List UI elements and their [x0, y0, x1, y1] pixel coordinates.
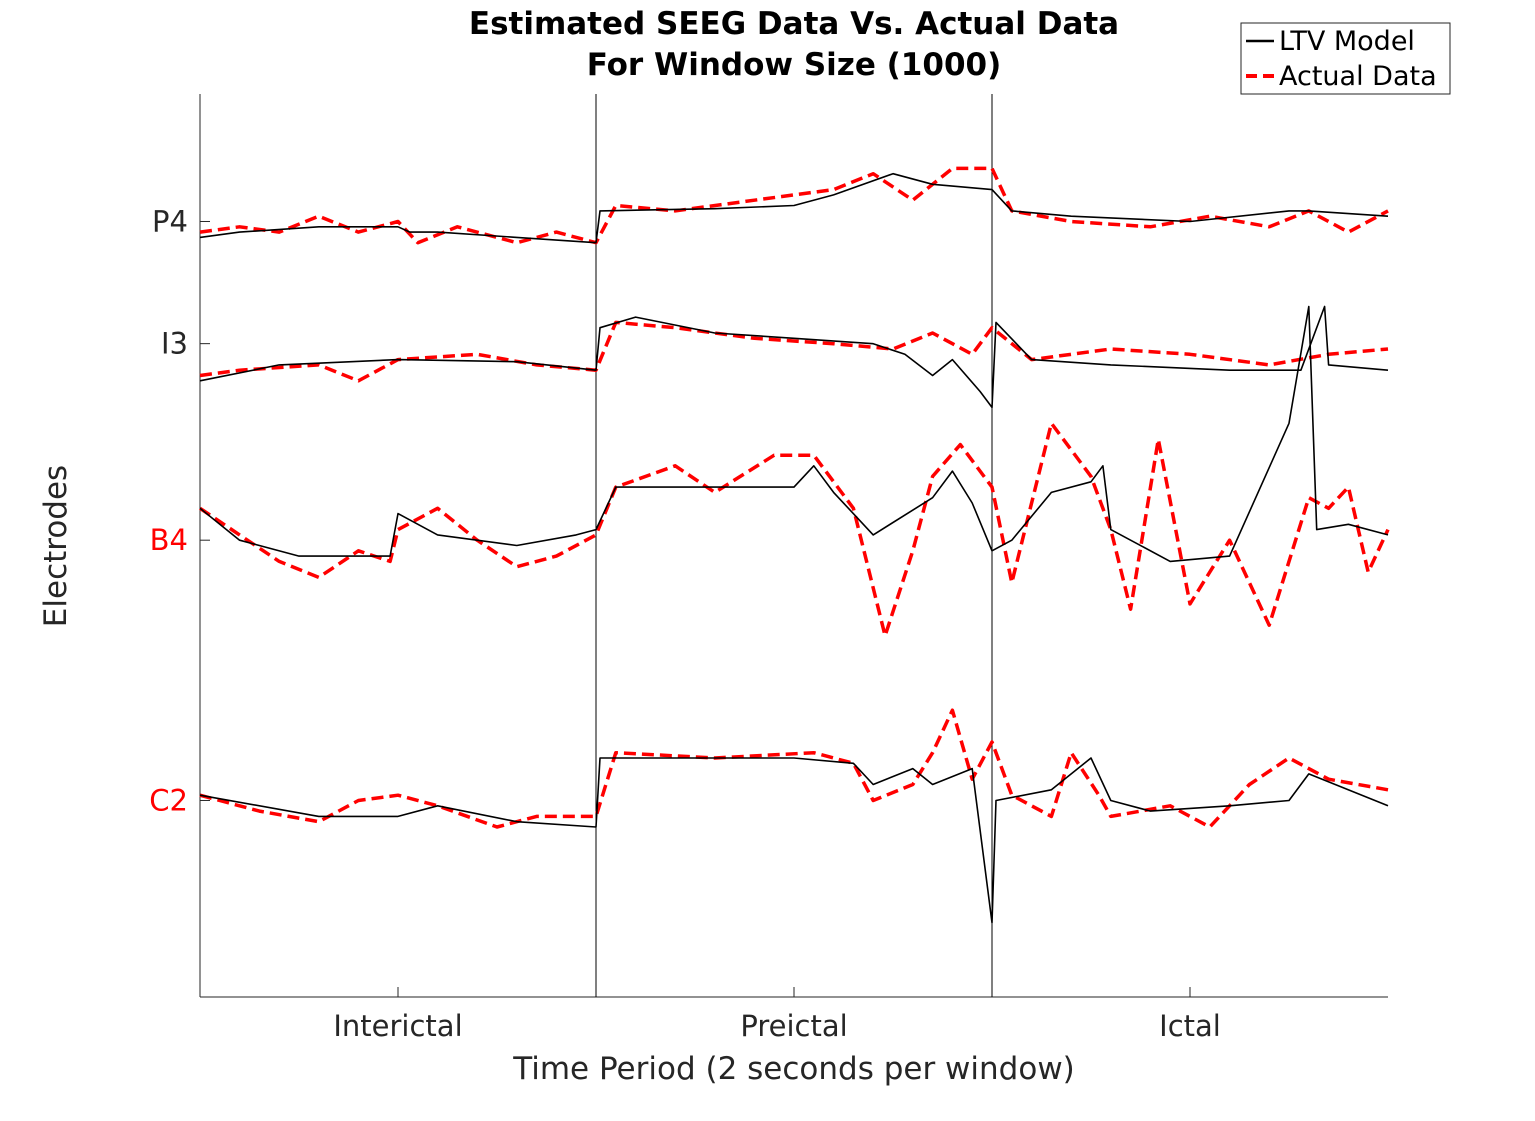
- y-tick-label-b4: B4: [150, 523, 188, 557]
- series-ltv-model-p4: [199, 172, 1389, 244]
- x-tick-label-interictal: Interictal: [333, 1009, 462, 1043]
- series-ltv-model-i3: [199, 305, 1389, 409]
- y-tick-label-c2: C2: [149, 783, 188, 817]
- legend-label-actual-data: Actual Data: [1279, 61, 1437, 92]
- chart-title-line-2: For Window Size (1000): [587, 47, 1002, 83]
- y-tick-label-p4: P4: [152, 204, 188, 238]
- legend: LTV Model Actual Data: [1240, 22, 1451, 95]
- series-actual-data-b4: [199, 421, 1390, 638]
- plot-area: Interictal Preictal Ictal P4 I3 B4 C2: [149, 94, 1390, 1043]
- series-ltv-model-b4: [199, 305, 1389, 563]
- x-tick-label-preictal: Preictal: [740, 1009, 847, 1043]
- y-axis-label: Electrodes: [38, 465, 74, 627]
- y-tick-label-i3: I3: [161, 327, 188, 361]
- legend-label-ltv-model: LTV Model: [1279, 26, 1415, 57]
- chart-title: Estimated SEEG Data Vs. Actual Data For …: [469, 6, 1119, 83]
- chart-title-line-1: Estimated SEEG Data Vs. Actual Data: [469, 6, 1119, 42]
- series-actual-data-c2: [199, 708, 1389, 829]
- series-actual-data-i3: [199, 320, 1389, 383]
- series-ltv-model-c2: [199, 757, 1389, 924]
- legend-box: [1240, 22, 1451, 95]
- x-tick-label-ictal: Ictal: [1159, 1009, 1221, 1043]
- x-axis-label: Time Period (2 seconds per window): [512, 1051, 1075, 1087]
- series-actual-data-p4: [199, 166, 1389, 245]
